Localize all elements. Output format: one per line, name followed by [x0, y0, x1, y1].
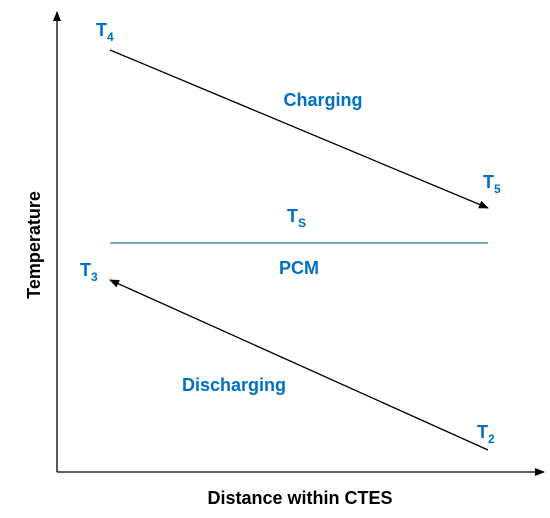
- symbol: T: [483, 172, 494, 192]
- temp-label: T3: [80, 260, 98, 284]
- subscript: 5: [494, 182, 501, 196]
- temp-label: T5: [483, 172, 501, 196]
- subscript: 2: [488, 432, 495, 446]
- discharging-label: Discharging: [182, 375, 286, 395]
- temp-label: T2: [477, 422, 495, 446]
- pcm-label: PCM: [279, 258, 319, 278]
- discharging-arrow: [109, 279, 489, 451]
- subscript: 4: [107, 30, 114, 44]
- symbol: T: [477, 422, 488, 442]
- subscript: 3: [91, 270, 98, 284]
- symbol: T: [80, 260, 91, 280]
- y-axis-label: Temperature: [24, 191, 44, 299]
- subscript: S: [298, 216, 306, 230]
- symbol: T: [96, 20, 107, 40]
- x-axis-label: Distance within CTES: [207, 488, 392, 508]
- temp-label: TS: [287, 206, 306, 230]
- charging-label: Charging: [284, 90, 363, 110]
- temp-label: T4: [96, 20, 114, 44]
- symbol: T: [287, 206, 298, 226]
- charging-arrow: [109, 49, 489, 209]
